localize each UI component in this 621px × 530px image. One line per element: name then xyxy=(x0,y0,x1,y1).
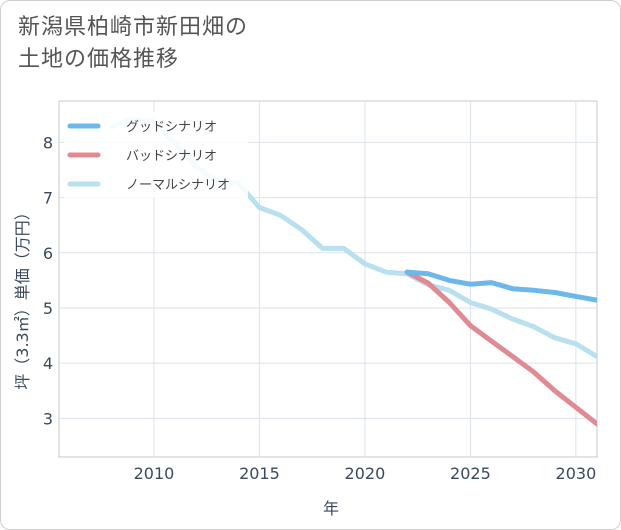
x-tick-label: 2025 xyxy=(450,464,491,483)
y-tick-label: 3 xyxy=(43,409,53,428)
x-tick-label: 2030 xyxy=(556,464,597,483)
x-axis-title: 年 xyxy=(323,499,339,518)
y-axis-title: 坪（3.3㎡）単価（万円） xyxy=(13,204,32,389)
legend-label: ノーマルシナリオ xyxy=(126,178,230,193)
series-line-2 xyxy=(404,269,597,427)
y-tick-label: 4 xyxy=(43,354,53,373)
legend-label: バッドシナリオ xyxy=(126,149,217,164)
gridlines xyxy=(59,101,597,457)
y-tick-label: 8 xyxy=(43,133,53,152)
x-tick-label: 2020 xyxy=(345,464,386,483)
y-tick-label: 7 xyxy=(43,189,53,208)
x-tick-label: 2010 xyxy=(134,464,175,483)
y-tick-label: 6 xyxy=(43,244,53,263)
series-line-1 xyxy=(404,269,597,303)
tick-labels: 2010 2015 2020 2025 2030 3 4 5 6 7 8 xyxy=(43,133,596,483)
x-tick-label: 2015 xyxy=(239,464,280,483)
chart-title: 新潟県柏崎市新田畑の 土地の価格推移 xyxy=(18,12,438,76)
chart-title-line1: 新潟県柏崎市新田畑の xyxy=(18,15,249,40)
chart-title-line2: 土地の価格推移 xyxy=(18,47,180,72)
legend-label: グッドシナリオ xyxy=(126,120,217,135)
y-tick-label: 5 xyxy=(43,299,53,318)
